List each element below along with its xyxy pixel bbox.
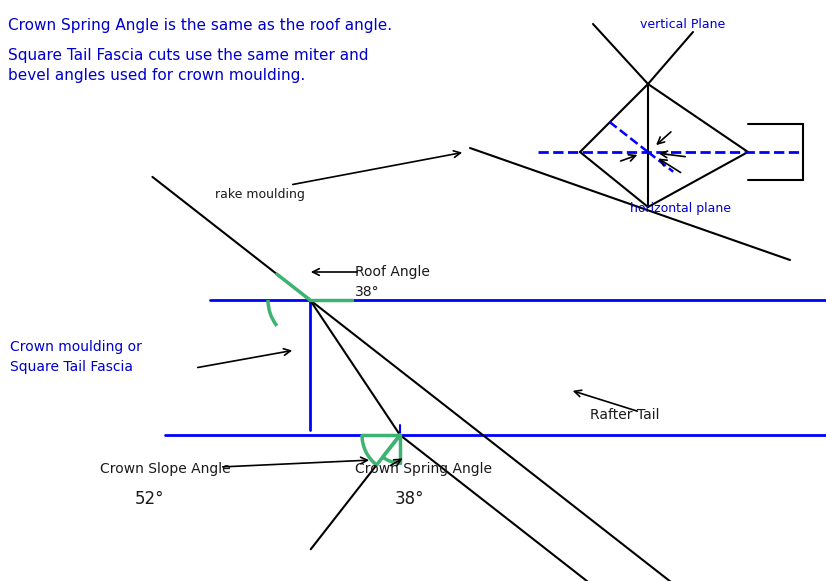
Text: Crown Spring Angle is the same as the roof angle.: Crown Spring Angle is the same as the ro… (8, 18, 392, 33)
Text: bevel angles used for crown moulding.: bevel angles used for crown moulding. (8, 68, 306, 83)
Text: vertical Plane: vertical Plane (640, 18, 725, 31)
Text: 38°: 38° (355, 285, 380, 299)
Text: horizontal plane: horizontal plane (630, 202, 731, 215)
Text: Roof Angle: Roof Angle (355, 265, 430, 279)
Text: Crown moulding or
Square Tail Fascia: Crown moulding or Square Tail Fascia (10, 340, 142, 374)
Text: 52°: 52° (135, 490, 164, 508)
Text: 38°: 38° (395, 490, 425, 508)
Text: Crown Spring Angle: Crown Spring Angle (355, 462, 492, 476)
Text: Square Tail Fascia cuts use the same miter and: Square Tail Fascia cuts use the same mit… (8, 48, 368, 63)
Text: rake moulding: rake moulding (215, 188, 305, 201)
Text: Rafter Tail: Rafter Tail (590, 408, 659, 422)
Text: Crown Slope Angle: Crown Slope Angle (100, 462, 230, 476)
